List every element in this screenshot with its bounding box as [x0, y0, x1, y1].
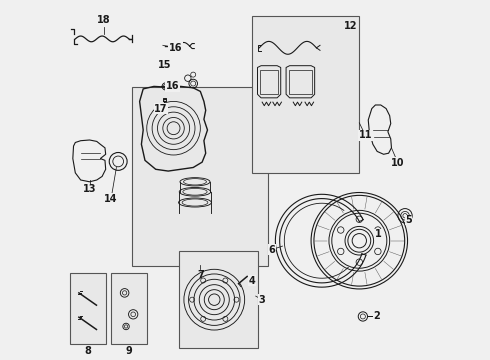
Bar: [111, 273, 147, 344]
Text: 16: 16: [169, 43, 182, 53]
Bar: [70, 273, 106, 344]
Bar: [132, 87, 268, 266]
Text: 12: 12: [344, 21, 358, 31]
Text: 14: 14: [104, 194, 118, 204]
Text: 13: 13: [83, 184, 97, 194]
Text: 10: 10: [391, 158, 405, 168]
Text: 17: 17: [154, 104, 168, 113]
Bar: [260, 70, 278, 94]
Bar: [252, 16, 359, 173]
Text: 6: 6: [269, 245, 275, 255]
Text: 16: 16: [166, 81, 179, 91]
Text: 11: 11: [359, 130, 372, 140]
Text: 5: 5: [405, 215, 412, 225]
Text: 1: 1: [374, 229, 381, 239]
Text: 7: 7: [197, 270, 204, 280]
Bar: [289, 70, 312, 94]
Text: 18: 18: [97, 15, 111, 24]
Text: 2: 2: [373, 311, 380, 321]
Text: 4: 4: [249, 276, 255, 286]
Text: 8: 8: [84, 346, 91, 356]
Text: 3: 3: [259, 295, 266, 305]
Text: 15: 15: [158, 60, 172, 70]
Bar: [179, 251, 258, 348]
Text: 9: 9: [125, 346, 132, 356]
